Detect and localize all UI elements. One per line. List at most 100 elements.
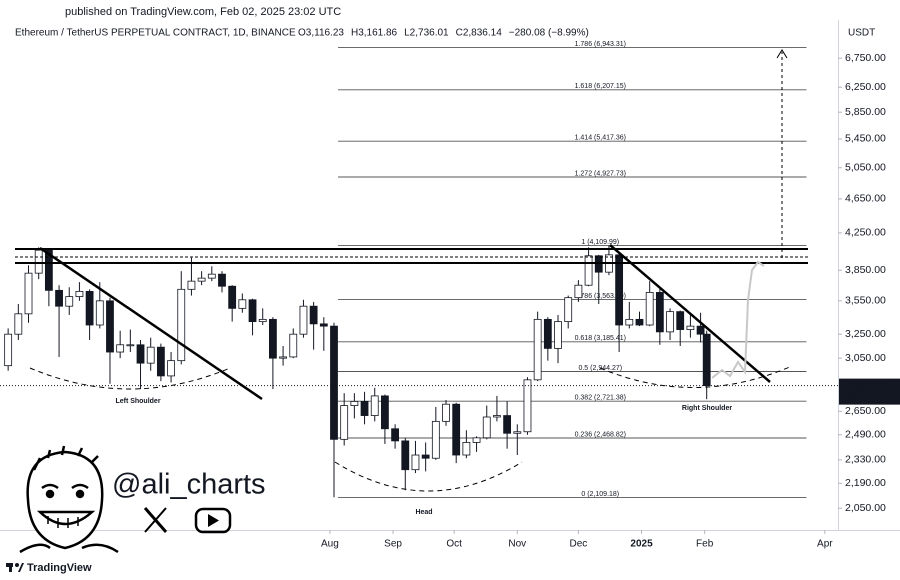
projection-path (711, 260, 765, 379)
y-tick-label: 3,550.00 (845, 295, 886, 307)
candle-body (228, 285, 237, 309)
candle-body (533, 318, 542, 381)
fib-label: 0.382 (2,721.38) (575, 395, 626, 402)
candle-body (666, 311, 674, 333)
x-tick-label: 2025 (630, 539, 653, 550)
handle: @ali_charts (112, 469, 266, 501)
footer-brand: TradingView (27, 562, 92, 574)
candle-body (462, 442, 471, 456)
annotation: Left Shoulder (115, 398, 160, 405)
ohlc-value: H3,161.86 (351, 28, 398, 39)
last-price-label: 2,836.14 (845, 379, 886, 391)
candle-body (676, 311, 685, 330)
candle-body (177, 288, 186, 362)
y-tick-label: 3,250.00 (845, 328, 886, 340)
x-tick-label: Apr (817, 539, 833, 550)
candle-body (289, 333, 298, 358)
annotation: Head (415, 509, 432, 516)
annotation: Right Shoulder (682, 405, 732, 412)
ohlc-value: L2,736.01 (404, 28, 449, 39)
candle-body (625, 318, 634, 326)
candle-body (279, 356, 287, 359)
y-tick-label: 3,850.00 (845, 264, 886, 276)
candle-body (564, 297, 573, 323)
candle-body (106, 300, 114, 353)
youtube-icon (194, 507, 232, 534)
candle-body (503, 415, 512, 434)
y-tick-label: 3,050.00 (845, 352, 886, 364)
footer-logo (6, 563, 24, 572)
avatar (19, 445, 119, 554)
candle-body (574, 284, 583, 299)
candle-body (85, 290, 94, 326)
candle-body (75, 290, 84, 298)
y-tick-label: 2,330.00 (845, 454, 886, 466)
x-tick-label: Sep (384, 539, 402, 550)
candle-body (14, 313, 23, 335)
candle-body (370, 395, 379, 416)
ohlc-value: −280.08 (−8.99%) (509, 28, 589, 39)
shoulder-arc (29, 367, 231, 390)
candle-body (187, 280, 196, 290)
candle-body (645, 292, 654, 326)
candle-body (655, 292, 664, 333)
candle-body (493, 415, 501, 418)
y-tick-label: 2,490.00 (845, 429, 886, 441)
y-tick-label: 2,190.00 (845, 477, 886, 489)
candle-body (615, 254, 624, 326)
candle-body (136, 344, 145, 364)
candle-body (421, 454, 430, 459)
y-tick-label: 5,050.00 (845, 162, 886, 174)
candle-body (360, 401, 369, 416)
fib-label: 0.236 (2,468.82) (575, 431, 626, 438)
candle-body (411, 454, 420, 471)
ohlc-value: C2,836.14 (456, 28, 503, 39)
candle-body (319, 323, 328, 327)
candle-body (309, 305, 318, 325)
trend-line (609, 244, 771, 383)
ohlc-legend: O3,116.23 H3,161.86 L2,736.01 C2,836.14 −280… (298, 28, 589, 39)
head-arc (334, 461, 523, 492)
candle-body (635, 318, 644, 326)
candle-body (126, 344, 135, 347)
trend-line (39, 246, 263, 401)
candle-body (452, 403, 461, 456)
y-tick-label: 4,650.00 (845, 193, 886, 205)
x-icon (143, 507, 168, 533)
candle-body (686, 325, 695, 330)
candle-body (207, 273, 216, 279)
fib-label: 1.618 (6,207.15) (575, 83, 626, 90)
shoulder-arc (599, 365, 793, 388)
candle-body (248, 299, 257, 323)
candle-body (554, 321, 562, 349)
ohlc-value: O3,116.23 (298, 28, 344, 39)
fib-label: 1.786 (6,943.31) (575, 41, 626, 48)
candle-body (197, 277, 206, 282)
candle-body (472, 437, 481, 443)
candle-body (391, 428, 399, 442)
candle-body (34, 249, 43, 274)
y-tick-label: 2,050.00 (845, 502, 886, 514)
drawings (15, 49, 808, 492)
candle-body (513, 431, 522, 434)
y-tick-label: 6,250.00 (845, 81, 886, 93)
axes: 6,750.00 6,250.00 5,850.00 5,450.00 5,050.00… (0, 52, 900, 550)
symbol-title: Ethereum / TetherUS PERPETUAL CONTRACT, … (15, 28, 296, 39)
candle-body (350, 401, 359, 406)
candle-body (299, 305, 308, 335)
candle-body (330, 325, 338, 440)
candle-body (44, 249, 53, 291)
candle-body (65, 296, 74, 307)
candle-body (95, 300, 104, 326)
published-note: published on TradingView.com, Feb 02, 20… (65, 6, 341, 18)
x-tick-label: Dec (569, 539, 587, 550)
fib-label: 0.786 (3,563.19) (575, 293, 626, 300)
y-tick-label: 2,650.00 (845, 405, 886, 417)
y-tick-label: 5,450.00 (845, 133, 886, 145)
candle-body (218, 273, 226, 287)
candles-group (4, 245, 711, 498)
candle-body (116, 344, 125, 353)
candle-body (4, 333, 13, 367)
fib-label: 0.618 (3,185.41) (575, 335, 626, 342)
